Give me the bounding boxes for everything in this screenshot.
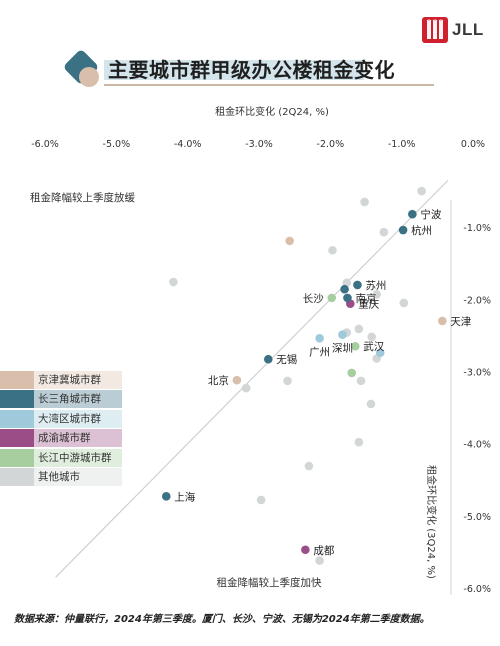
title-emblem-icon [64,50,99,87]
point-other [304,461,314,471]
point-other [372,289,382,299]
logo-text: JLL [452,20,484,39]
y-tick-label: -6.0% [463,584,491,595]
legend-swatch [0,467,34,486]
point-无锡 [263,354,273,364]
point-label: 南京 [355,292,376,305]
y-axis-label: 租金环比变化 (3Q24, %) [425,465,438,579]
point-label: 无锡 [276,353,297,366]
point-天津 [438,316,447,326]
legend: 京津冀城市群 长三角城市群 大湾区城市群 成渝城市群 长江中游城市群 其他城市 [0,371,122,487]
point-other [399,298,409,308]
x-tick-label: -6.0% [31,139,59,150]
point-jjj [285,236,294,246]
point-深圳 [338,330,347,339]
y-tick-label: -1.0% [463,223,491,234]
x-tick-label: -3.0% [245,139,273,150]
legend-item-other: 其他城市 [0,467,122,486]
point-label: 成都 [313,545,334,557]
x-axis-label: 租金环比变化 (2Q24, %) [215,105,329,118]
point-南京 [343,293,352,303]
reference-line [55,179,449,578]
point-上海 [161,492,171,501]
legend-label: 大湾区城市群 [34,409,122,428]
x-tick-label: -1.0% [388,139,416,150]
x-tick-label: 0.0% [461,139,485,150]
point-csj [340,284,349,294]
point-other [256,495,266,505]
x-tick-label: -2.0% [317,139,345,150]
point-label: 天津 [450,316,471,328]
title-underline [104,84,434,86]
point-北京 [232,375,242,385]
page-title: 主要城市群甲级办公楼租金变化 [108,58,395,82]
point-label: 深圳 [332,343,353,355]
legend-swatch [0,390,34,409]
legend-label: 其他城市 [34,467,122,486]
quadrant-label-lower: 租金降幅较上季度加快 [217,576,322,589]
point-dwq [375,348,385,358]
title-block: 主要城市群甲级办公楼租金变化 [62,50,452,94]
point-label: 苏州 [365,279,386,292]
point-other [342,278,352,288]
point-other [417,186,426,196]
point-宁波 [408,209,417,219]
point-other [366,399,376,409]
point-label: 武汉 [363,340,384,353]
legend-label: 长江中游城市群 [34,448,122,467]
y-tick-label: -3.0% [463,368,491,379]
point-label: 长沙 [303,293,324,305]
legend-swatch [0,371,34,389]
point-other [169,277,178,287]
point-cjzy [347,368,357,378]
point-label: 重庆 [358,298,379,311]
point-other [354,324,364,334]
point-other [283,376,292,386]
legend-item-cjzy: 长江中游城市群 [0,448,122,467]
point-长沙 [327,293,337,303]
point-杭州 [398,225,408,235]
legend-swatch [0,429,34,448]
point-武汉 [351,341,360,351]
x-tick-label: -4.0% [174,139,202,150]
y-tick-label: -4.0% [463,440,491,451]
legend-swatch [0,409,34,428]
legend-item-cy: 成渝城市群 [0,429,122,448]
point-label: 北京 [208,374,229,387]
jll-logo-icon [422,17,448,43]
point-label: 上海 [174,490,195,503]
x-tick-label: -5.0% [103,139,131,150]
point-other [367,332,377,342]
legend-item-dwq: 大湾区城市群 [0,409,122,428]
source-note: 数据来源：仲量联行，2024年第三季度。厦门、长沙、宁波、无锡为2024年第二季… [14,614,430,625]
legend-label: 京津冀城市群 [34,371,122,389]
point-other [356,376,366,386]
point-label: 宁波 [420,208,441,221]
quadrant-label-upper: 租金降幅较上季度放缓 [30,191,135,204]
point-other [354,437,364,447]
legend-item-jjj: 京津冀城市群 [0,371,122,389]
legend-swatch [0,448,34,467]
point-成都 [301,545,310,555]
y-tick-label: -2.0% [463,295,491,306]
point-other [241,383,251,393]
point-label: 广州 [309,346,330,358]
point-广州 [315,334,324,343]
legend-label: 长三角城市群 [34,390,122,409]
point-other [315,556,324,565]
point-other [360,197,369,207]
y-tick-label: -5.0% [463,512,491,523]
title-highlight [104,60,364,80]
legend-item-csj: 长三角城市群 [0,390,122,409]
point-other [379,227,389,237]
jll-logo: JLL [422,16,484,44]
point-label: 杭州 [411,224,432,237]
point-苏州 [353,280,362,290]
point-other [328,245,337,255]
legend-label: 成渝城市群 [34,429,122,448]
